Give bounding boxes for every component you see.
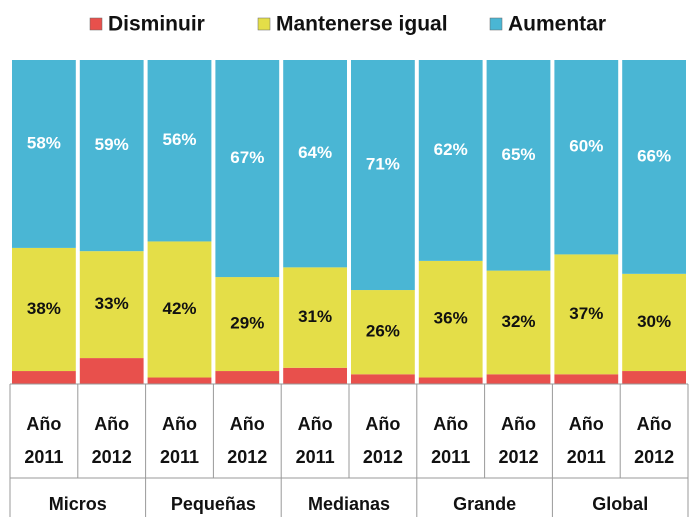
- bar-segment: [215, 60, 280, 278]
- bar-segment: [622, 60, 686, 274]
- group-label: Grande: [453, 494, 516, 514]
- legend-swatch: [89, 17, 103, 31]
- data-label: 38%: [27, 299, 61, 318]
- x-tick-label: 2011: [160, 447, 199, 467]
- group-label: Pequeñas: [171, 494, 256, 514]
- data-label: 64%: [298, 143, 332, 162]
- x-tick-label: 2012: [363, 447, 403, 467]
- data-label: 66%: [637, 146, 671, 165]
- data-label: 59%: [95, 135, 129, 154]
- data-label: 58%: [27, 133, 61, 152]
- bar-segment: [283, 267, 347, 368]
- x-tick-label: 2012: [634, 447, 674, 467]
- bar-segment: [147, 60, 212, 242]
- data-label: 62%: [434, 140, 468, 159]
- bar-segment: [215, 277, 280, 372]
- bar-segment: [418, 60, 483, 261]
- bar-segment: [147, 241, 212, 378]
- x-tick-label: 2011: [431, 447, 470, 467]
- x-tick-label: Año: [298, 414, 333, 434]
- x-tick-label: 2012: [227, 447, 267, 467]
- data-label: 33%: [95, 294, 129, 313]
- x-tick-label: Año: [569, 414, 604, 434]
- legend-label: Aumentar: [508, 13, 606, 36]
- data-label: 71%: [366, 155, 400, 174]
- data-label: 42%: [162, 299, 196, 318]
- bar-segment: [79, 358, 144, 384]
- legend-swatch: [257, 17, 271, 31]
- data-label: 37%: [569, 304, 603, 323]
- x-tick-label: 2012: [498, 447, 538, 467]
- bar-segment: [79, 251, 144, 359]
- data-label: 32%: [501, 312, 535, 331]
- x-tick-label: Año: [501, 414, 536, 434]
- data-label: 26%: [366, 322, 400, 341]
- bar-segment: [622, 273, 686, 372]
- bar-segment: [12, 371, 76, 384]
- x-tick-label: 2011: [296, 447, 335, 467]
- bar-segment: [351, 290, 415, 375]
- x-tick-label: 2011: [567, 447, 606, 467]
- x-tick-label: Año: [433, 414, 468, 434]
- bar-segment: [418, 377, 483, 384]
- group-label: Global: [592, 494, 648, 514]
- bar-segment: [486, 374, 551, 384]
- x-tick-label: Año: [26, 414, 61, 434]
- x-tick-label: 2012: [92, 447, 132, 467]
- bar-segment: [283, 367, 347, 384]
- legend-label: Mantenerse igual: [276, 13, 448, 36]
- data-label: 31%: [298, 307, 332, 326]
- bar-segment: [12, 60, 76, 248]
- group-label: Micros: [49, 494, 107, 514]
- x-tick-label: Año: [162, 414, 197, 434]
- bar-segment: [79, 60, 144, 252]
- bar-segment: [351, 374, 415, 384]
- data-label: 65%: [501, 145, 535, 164]
- legend-label: Disminuir: [108, 13, 205, 36]
- bar-segment: [486, 60, 551, 271]
- x-tick-label: 2011: [24, 447, 63, 467]
- data-label: 56%: [162, 130, 196, 149]
- bar-segment: [554, 374, 619, 384]
- bar-segment: [147, 377, 212, 384]
- group-label: Medianas: [308, 494, 390, 514]
- bar-segment: [554, 254, 619, 375]
- data-label: 67%: [230, 148, 264, 167]
- bar-segment: [215, 371, 280, 384]
- bar-segment: [12, 247, 76, 372]
- x-tick-label: Año: [365, 414, 400, 434]
- x-tick-label: Año: [637, 414, 672, 434]
- data-label: 30%: [637, 312, 671, 331]
- bar-segment: [622, 371, 686, 384]
- bar-segment: [554, 60, 619, 255]
- bar-segment: [418, 260, 483, 378]
- bar-segment: [283, 60, 347, 268]
- legend-swatch: [489, 17, 503, 31]
- bar-segment: [351, 60, 415, 291]
- data-label: 36%: [434, 309, 468, 328]
- data-label: 60%: [569, 137, 603, 156]
- data-label: 29%: [230, 314, 264, 333]
- x-tick-label: Año: [230, 414, 265, 434]
- bar-segment: [486, 270, 551, 375]
- x-tick-label: Año: [94, 414, 129, 434]
